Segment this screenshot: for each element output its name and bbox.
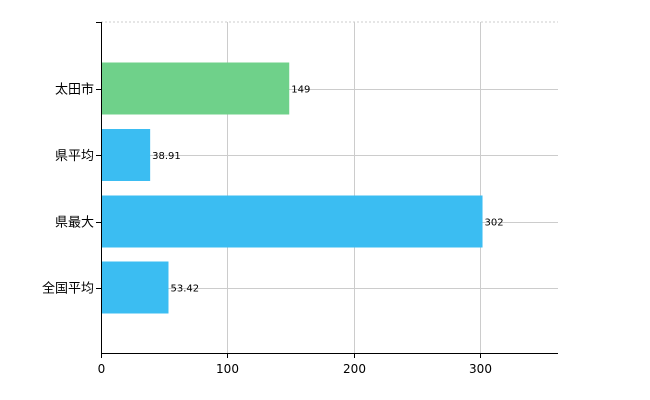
category-label-0: 太田市 — [55, 82, 94, 98]
bar-layer — [101, 62, 483, 314]
x-tick-label-0: 0 — [98, 362, 106, 376]
bar-0 — [101, 62, 290, 115]
x-tick-label-100: 100 — [216, 362, 239, 376]
data-label-3: 53.42 — [170, 284, 199, 295]
bar-3 — [101, 261, 169, 314]
category-label-3: 全国平均 — [42, 281, 94, 297]
bar-2 — [101, 195, 483, 248]
x-tick-label-200: 200 — [343, 362, 366, 376]
data-label-2: 302 — [485, 218, 504, 229]
data-label-0: 149 — [291, 85, 310, 96]
category-label-2: 県最大 — [55, 216, 94, 231]
x-tick-label-300: 300 — [469, 362, 492, 376]
data-label-1: 38.91 — [152, 151, 181, 162]
category-label-1: 県平均 — [55, 149, 94, 164]
axis-layer — [96, 22, 558, 358]
bar-1 — [101, 129, 151, 181]
